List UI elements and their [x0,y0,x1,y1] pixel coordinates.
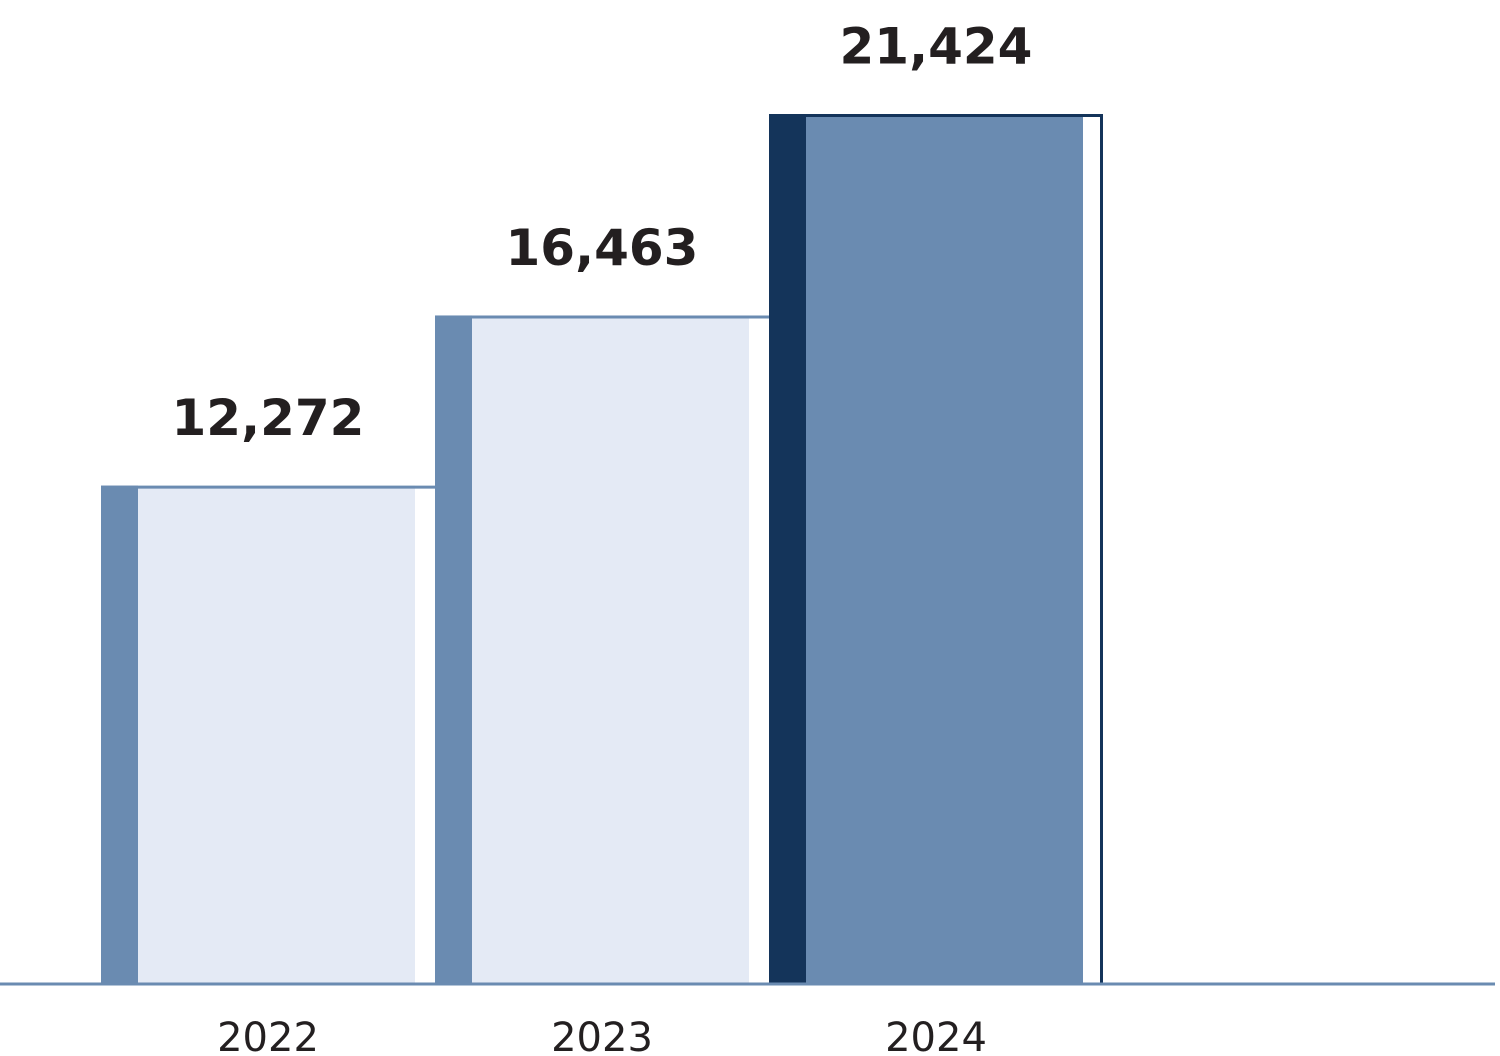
bar [769,114,1103,984]
bar-strip [769,114,806,984]
bar-fill [435,315,749,984]
x-tick-label: 2022 [217,1015,319,1056]
x-tick-label: 2024 [885,1015,987,1056]
bar-strip [435,315,472,984]
x-tick-label: 2023 [551,1015,653,1056]
bar-fill [101,485,415,984]
bar [101,485,435,984]
bar [435,315,769,984]
value-label: 21,424 [840,18,1033,76]
bar-strip [101,485,138,984]
bar-fill [769,114,1083,984]
value-label: 12,272 [172,389,365,447]
value-label: 16,463 [506,219,699,277]
